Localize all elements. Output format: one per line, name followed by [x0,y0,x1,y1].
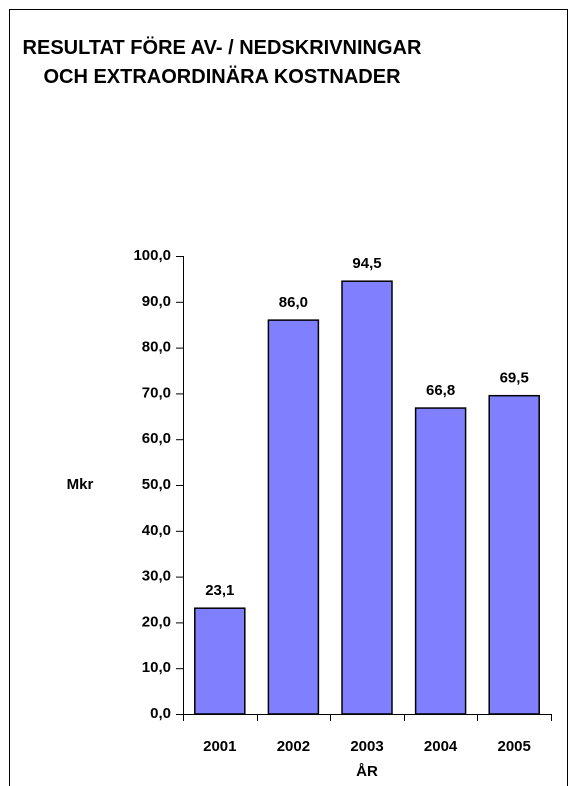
value-label: 94,5 [352,255,381,272]
bar [267,319,320,715]
value-label: 23,1 [205,582,234,599]
y-tick-label: 60,0 [142,430,171,447]
y-tick-label: 100,0 [133,247,171,264]
bar [194,607,246,715]
y-tick-label: 20,0 [142,613,171,630]
chart-title: RESULTAT FÖRE AV- / NEDSKRIVNINGAR OCH E… [22,37,422,88]
value-label: 86,0 [279,294,308,311]
y-tick-label: 40,0 [142,522,171,539]
bar [488,394,540,715]
x-tick-label: 2001 [203,738,236,755]
y-tick-label: 80,0 [142,339,171,356]
frame [9,9,568,786]
y-tick-label: 70,0 [142,384,171,401]
x-tick-label: 2003 [350,738,383,755]
y-tick-label: 10,0 [142,659,171,676]
y-tick-label: 90,0 [142,293,171,310]
value-label: 69,5 [500,370,529,387]
bar [414,407,467,715]
y-tick-label: 30,0 [142,568,171,585]
x-axis-label: ÅR [356,763,378,780]
y-axis-label: Mkr [67,476,94,493]
value-label: 66,8 [426,382,455,399]
x-tick-label: 2004 [424,738,458,755]
bar [341,280,393,715]
y-tick-label: 50,0 [142,476,171,493]
y-tick-label: 0,0 [150,705,171,722]
x-tick-label: 2002 [277,738,310,755]
x-tick-label: 2005 [498,738,531,755]
